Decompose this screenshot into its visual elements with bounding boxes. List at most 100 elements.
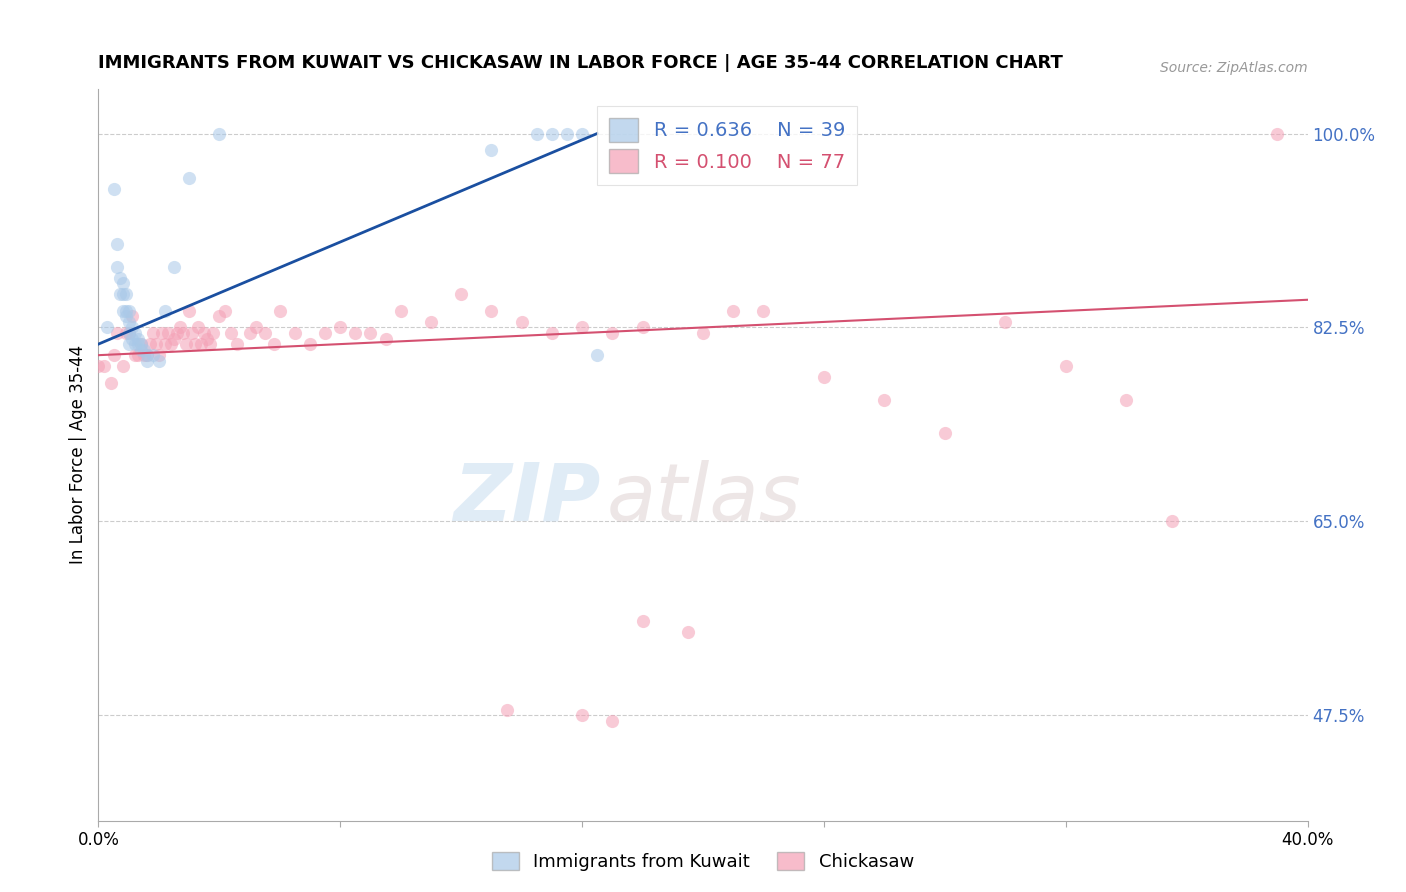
Point [221, 326, 243, 340]
Point [132, 348, 155, 362]
Point [118, 315, 141, 329]
Point [108, 270, 131, 285]
Point [263, 337, 285, 351]
Y-axis label: In Labor Force | Age 35-44: In Labor Force | Age 35-44 [69, 345, 87, 565]
Point [314, 326, 336, 340]
Point [169, 320, 191, 334]
Point [239, 326, 262, 340]
Point [495, 703, 517, 717]
Point [540, 127, 562, 141]
Point [127, 337, 149, 351]
Point [156, 326, 179, 340]
Point [187, 320, 209, 334]
Point [160, 337, 183, 351]
Point [114, 287, 136, 301]
Point [118, 326, 141, 340]
Point [103, 182, 125, 196]
Point [163, 332, 186, 346]
Point [129, 337, 152, 351]
Point [481, 143, 503, 157]
Point [1160, 515, 1182, 529]
Point [202, 326, 225, 340]
Point [344, 326, 367, 340]
Point [111, 359, 134, 374]
Point [245, 320, 267, 334]
Point [105, 260, 128, 274]
Point [153, 337, 176, 351]
Point [184, 337, 207, 351]
Point [93, 359, 115, 374]
Point [193, 326, 215, 340]
Point [124, 326, 146, 340]
Point [179, 170, 201, 185]
Text: atlas: atlas [606, 459, 801, 538]
Point [124, 348, 146, 362]
Point [135, 353, 157, 368]
Point [145, 337, 167, 351]
Point [163, 260, 186, 274]
Point [100, 376, 122, 390]
Point [111, 303, 134, 318]
Point [108, 287, 131, 301]
Point [153, 303, 176, 318]
Point [200, 337, 222, 351]
Point [269, 303, 291, 318]
Point [118, 326, 141, 340]
Point [299, 337, 322, 351]
Point [190, 337, 212, 351]
Point [111, 276, 134, 290]
Point [360, 326, 382, 340]
Point [148, 348, 170, 362]
Point [284, 326, 307, 340]
Point [631, 320, 654, 334]
Point [166, 326, 188, 340]
Point [602, 326, 624, 340]
Point [723, 303, 745, 318]
Point [1054, 359, 1077, 374]
Point [105, 237, 128, 252]
Point [510, 315, 533, 329]
Point [329, 320, 352, 334]
Point [208, 310, 231, 324]
Point [571, 127, 593, 141]
Point [526, 127, 548, 141]
Point [752, 303, 775, 318]
Text: Source: ZipAtlas.com: Source: ZipAtlas.com [1160, 61, 1308, 75]
Point [934, 425, 956, 440]
Point [121, 332, 143, 346]
Point [571, 708, 593, 723]
Point [118, 303, 141, 318]
Point [150, 326, 173, 340]
Point [571, 320, 593, 334]
Point [114, 303, 136, 318]
Point [129, 343, 152, 357]
Point [121, 310, 143, 324]
Point [148, 353, 170, 368]
Text: IMMIGRANTS FROM KUWAIT VS CHICKASAW IN LABOR FORCE | AGE 35-44 CORRELATION CHART: IMMIGRANTS FROM KUWAIT VS CHICKASAW IN L… [98, 54, 1063, 72]
Point [111, 287, 134, 301]
Legend: Immigrants from Kuwait, Chickasaw: Immigrants from Kuwait, Chickasaw [485, 845, 921, 879]
Point [253, 326, 276, 340]
Point [994, 315, 1017, 329]
Point [540, 326, 562, 340]
Point [142, 348, 165, 362]
Point [142, 326, 165, 340]
Point [181, 326, 204, 340]
Point [676, 625, 699, 640]
Point [555, 127, 578, 141]
Point [813, 370, 835, 384]
Point [692, 326, 714, 340]
Point [135, 348, 157, 362]
Point [127, 348, 149, 362]
Point [127, 332, 149, 346]
Point [132, 343, 155, 357]
Point [114, 326, 136, 340]
Point [105, 326, 128, 340]
Point [586, 348, 609, 362]
Point [631, 614, 654, 628]
Point [389, 303, 412, 318]
Point [179, 303, 201, 318]
Point [1267, 127, 1289, 141]
Point [873, 392, 896, 407]
Point [226, 337, 249, 351]
